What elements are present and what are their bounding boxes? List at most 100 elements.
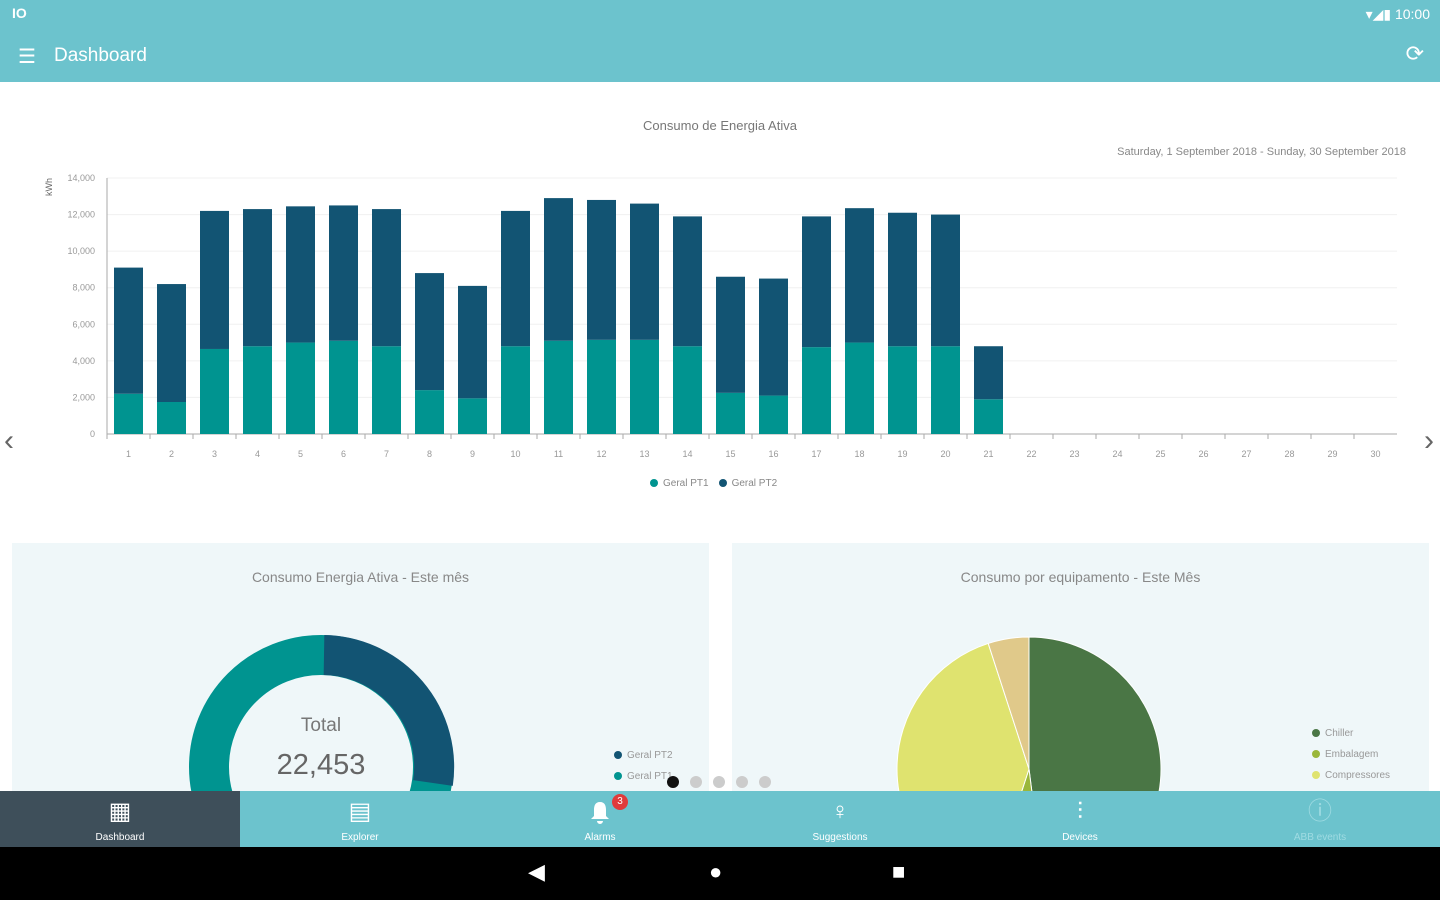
donut-title: Consumo Energia Ativa - Este mês [251, 569, 470, 585]
x-tick-label: 1 [126, 449, 131, 459]
bar-geral-pt2[interactable] [372, 209, 401, 347]
chevron-right-icon[interactable]: › [1424, 424, 1434, 457]
alarm-badge: 3 [612, 794, 628, 810]
bar-geral-pt1[interactable] [673, 346, 702, 434]
clock: 10:00 [1394, 6, 1430, 22]
y-tick-label: 4,000 [72, 356, 95, 366]
bar-geral-pt1[interactable] [587, 339, 616, 434]
x-tick-label: 4 [255, 449, 260, 459]
legend-label: Geral PT1 [627, 771, 673, 782]
bar-geral-pt1[interactable] [544, 340, 573, 434]
pie-slice[interactable] [1028, 636, 1162, 793]
date-range: Saturday, 1 September 2018 - Sunday, 30 … [1117, 146, 1406, 158]
bar-geral-pt2[interactable] [286, 206, 315, 343]
bar-geral-pt1[interactable] [415, 390, 444, 434]
bar-geral-pt2[interactable] [759, 278, 788, 396]
donut-chart [189, 635, 455, 793]
bar-geral-pt2[interactable] [415, 273, 444, 391]
bar-geral-pt2[interactable] [243, 209, 272, 347]
page-dot[interactable] [713, 776, 725, 788]
bar-geral-pt2[interactable] [329, 205, 358, 341]
donut-slice-pt2 [323, 635, 455, 786]
bar-geral-pt2[interactable] [931, 214, 960, 347]
x-tick-label: 6 [341, 449, 346, 459]
bar-geral-pt2[interactable] [845, 208, 874, 343]
donut-legend: Geral PT2 Geral PT1 [614, 745, 673, 787]
bar-geral-pt1[interactable] [286, 342, 315, 434]
bar-geral-pt1[interactable] [200, 348, 229, 434]
bar-geral-pt2[interactable] [114, 267, 143, 394]
page-dot[interactable] [667, 776, 679, 788]
bar-geral-pt1[interactable] [931, 346, 960, 434]
x-tick-label: 16 [768, 449, 778, 459]
donut-total: 22,453 [276, 749, 366, 781]
nav-abb-events[interactable]: ⓘ ABB events [1200, 791, 1440, 847]
bar-geral-pt2[interactable] [888, 212, 917, 347]
nav-label: Suggestions [812, 832, 868, 843]
legend-item[interactable]: Geral PT1 [614, 766, 673, 787]
bar-geral-pt1[interactable] [329, 340, 358, 434]
nav-label: ABB events [1293, 832, 1347, 843]
nav-alarms[interactable]: Alarms 3 [480, 791, 720, 847]
bar-geral-pt2[interactable] [458, 285, 487, 399]
bar-geral-pt2[interactable] [673, 216, 702, 347]
bar-geral-pt1[interactable] [974, 399, 1003, 434]
nav-suggestions[interactable]: ♀ Suggestions [720, 791, 960, 847]
nav-dashboard[interactable]: ▦ Dashboard [0, 791, 240, 847]
x-tick-label: 3 [212, 449, 217, 459]
bar-geral-pt1[interactable] [458, 398, 487, 434]
page-dot[interactable] [736, 776, 748, 788]
bar-geral-pt2[interactable] [501, 210, 530, 347]
bar-geral-pt2[interactable] [200, 210, 229, 349]
bar-geral-pt1[interactable] [759, 395, 788, 434]
menu-icon[interactable]: ☰ [18, 46, 36, 68]
legend-item[interactable]: Chiller [1312, 723, 1390, 744]
legend-item[interactable]: Compressores [1312, 765, 1390, 786]
x-tick-label: 29 [1327, 449, 1337, 459]
bar-geral-pt1[interactable] [243, 346, 272, 434]
recents-icon[interactable]: ■ [892, 859, 906, 884]
pie-slice[interactable] [988, 768, 1045, 793]
bar-geral-pt1[interactable] [157, 402, 186, 434]
bar-geral-pt1[interactable] [501, 346, 530, 434]
y-tick-label: 0 [90, 429, 95, 439]
bar-geral-pt2[interactable] [974, 346, 1003, 400]
bar-geral-pt1[interactable] [372, 346, 401, 434]
bar-geral-pt2[interactable] [716, 276, 745, 393]
page-indicator [667, 776, 771, 788]
bar-geral-pt2[interactable] [157, 284, 186, 402]
nav-devices[interactable]: ⫶ Devices [960, 791, 1200, 847]
x-tick-label: 22 [1026, 449, 1036, 459]
bar-geral-pt1[interactable] [630, 339, 659, 434]
pie-slice[interactable] [987, 636, 1030, 770]
lightbulb-icon: ♀ [831, 798, 849, 825]
bar-geral-pt1[interactable] [845, 342, 874, 434]
bar-geral-pt2[interactable] [544, 198, 573, 341]
pie-slice[interactable] [896, 642, 1030, 793]
y-tick-label: 6,000 [72, 319, 95, 329]
bar-geral-pt2[interactable] [587, 199, 616, 340]
legend-item[interactable]: Geral PT2 [614, 745, 673, 766]
legend-item[interactable]: Geral PT2 [718, 478, 777, 489]
page-dot[interactable] [690, 776, 702, 788]
chevron-left-icon[interactable]: ‹ [4, 424, 14, 457]
nav-explorer[interactable]: ▤ Explorer [240, 791, 480, 847]
bar-geral-pt1[interactable] [802, 347, 831, 434]
nav-label: Alarms [584, 832, 616, 843]
refresh-icon[interactable]: ⟳ [1405, 41, 1424, 66]
bar-geral-pt1[interactable] [114, 393, 143, 434]
back-icon[interactable]: ◀ [528, 859, 545, 884]
legend-item[interactable]: Embalagem [1312, 744, 1390, 765]
home-icon[interactable]: ● [709, 859, 723, 884]
page-dot[interactable] [759, 776, 771, 788]
bar-geral-pt2[interactable] [802, 216, 831, 348]
x-tick-label: 15 [725, 449, 735, 459]
x-tick-label: 9 [470, 449, 475, 459]
bar-geral-pt1[interactable] [888, 346, 917, 434]
x-tick-label: 26 [1198, 449, 1208, 459]
bar-geral-pt1[interactable] [716, 392, 745, 434]
status-bar: IO ▾◢▮ 10:00 [0, 0, 1440, 28]
x-tick-label: 11 [554, 449, 563, 459]
legend-item[interactable]: Geral PT1 [650, 478, 709, 489]
bar-geral-pt2[interactable] [630, 203, 659, 340]
